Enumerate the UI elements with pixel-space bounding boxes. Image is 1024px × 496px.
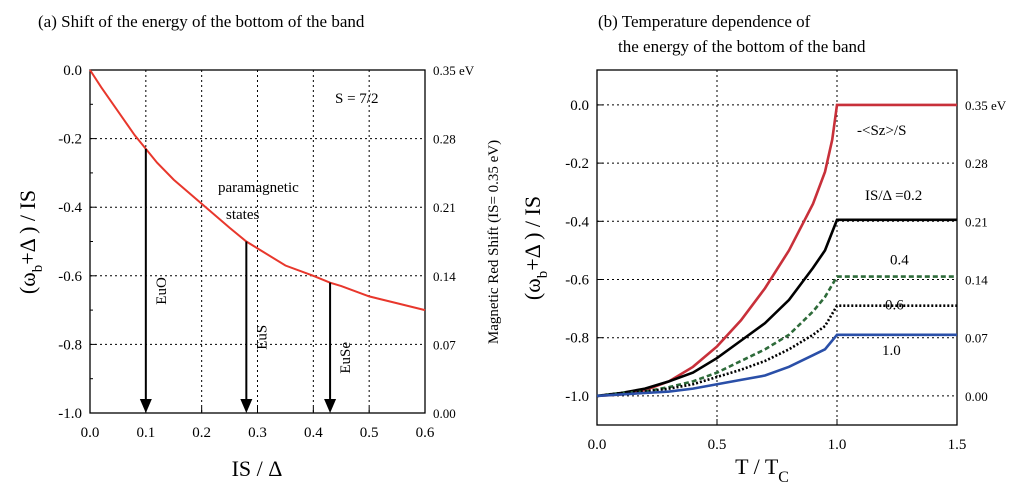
panel-b-series-label: IS/Δ =0.2 <box>865 188 922 204</box>
panel-a-ticks: 0.0 0.1 0.2 0.3 0.4 0.5 0.6 0.0 0.35 eV -0.2 0.28 -… <box>58 63 475 441</box>
panel-b-series-label: 0.6 <box>885 298 904 314</box>
panel-b-right-tick-label: 0.07 <box>965 331 988 346</box>
panel-b-y-tick-label: -0.4 <box>565 214 589 230</box>
panel-b-series <box>596 103 957 398</box>
panel-b-y-tick-label: -0.6 <box>565 273 589 289</box>
panel-a-states-annotation: states <box>226 207 259 223</box>
panel-b-y-tick-label: -0.8 <box>565 331 589 347</box>
panel-b-x-tick-label: 0.5 <box>708 437 727 453</box>
panel-b-series-line <box>596 304 957 398</box>
panel-b-y-tick-label: -1.0 <box>565 389 589 405</box>
panel-b-series-label: 1.0 <box>882 343 901 359</box>
panel-b-x-tick-label: 1.0 <box>828 437 847 453</box>
panel-a-paramagnetic-annotation: paramagnetic <box>218 180 299 196</box>
panel-a-y-tick-label: -0.6 <box>58 269 82 285</box>
panel-a-x-tick-label: 0.6 <box>416 425 435 441</box>
panel-a-right-tick-label: 0.00 <box>433 406 456 421</box>
panel-b-right-tick-label: 0.00 <box>965 389 988 404</box>
panel-a-arrow-label: EuS <box>254 325 270 350</box>
panel-a-right-tick-label: 0.28 <box>433 132 456 147</box>
panel-b-x-axis-label: T / TC <box>735 454 789 486</box>
panel-a-right-tick-label: 0.35 eV <box>433 63 475 78</box>
panel-b-series-label: 0.4 <box>890 253 909 269</box>
panel-b-series-line <box>596 275 957 398</box>
panel-b-right-tick-label: 0.35 eV <box>965 98 1007 113</box>
panel-b-y-axis-label: (ωb+Δ ) / IS <box>520 196 551 300</box>
panel-a-y-axis-label: (ωb+Δ ) / IS <box>15 190 46 294</box>
panel-b-series-labels: -<Sz>/S IS/Δ =0.2 0.4 0.6 1.0 <box>857 123 922 359</box>
panel-a-title: (a) Shift of the energy of the bottom of… <box>38 12 365 31</box>
panel-a-y-tick-label: 0.0 <box>63 63 82 79</box>
panel-a-arrows: EuO EuS EuSe <box>139 148 354 413</box>
panel-a-right-axis-label: Magnetic Red Shift (IS= 0.35 eV) <box>486 140 502 344</box>
panel-b-right-tick-label: 0.14 <box>965 273 988 288</box>
panel-a-series-line <box>89 69 426 312</box>
panel-a-x-tick-label: 0.3 <box>248 425 267 441</box>
panel-a-grid <box>90 70 425 413</box>
panel-a-y-tick-label: -0.2 <box>58 132 82 148</box>
panel-a: (a) Shift of the energy of the bottom of… <box>15 12 502 481</box>
panel-b-ticks: 0.0 0.5 1.0 1.5 0.0 0.35 eV -0.2 0.28 -0.4 0.21 -0… <box>565 98 1007 453</box>
panel-a-x-axis-label: IS / Δ <box>232 456 283 481</box>
panel-a-arrow-head <box>139 399 152 413</box>
panel-b-title-line2: the energy of the bottom of the band <box>618 37 866 56</box>
panel-a-arrow-label: EuO <box>154 277 170 305</box>
panel-b-y-tick-label: 0.0 <box>570 98 589 114</box>
panel-a-x-tick-label: 0.2 <box>192 425 211 441</box>
panel-a-arrow-head <box>324 399 337 413</box>
panel-a-y-tick-label: -1.0 <box>58 406 82 422</box>
panel-a-x-tick-label: 0.4 <box>304 425 323 441</box>
panel-a-series <box>89 69 426 312</box>
panel-a-x-tick-label: 0.1 <box>136 425 155 441</box>
panel-b-right-tick-label: 0.21 <box>965 214 988 229</box>
panel-b-series-line <box>596 103 957 398</box>
panel-b-plot-frame <box>596 69 958 426</box>
panel-b-right-tick-label: 0.28 <box>965 156 988 171</box>
panel-b-series-label: -<Sz>/S <box>857 123 906 139</box>
panel-b-series-line <box>596 218 957 398</box>
panel-b-title-line1: (b) Temperature dependence of <box>598 12 811 31</box>
panel-a-right-tick-label: 0.14 <box>433 269 456 284</box>
panel-a-arrow-label: EuSe <box>338 342 354 374</box>
panel-b-x-tick-label: 1.5 <box>948 437 967 453</box>
panel-b-x-tick-label: 0.0 <box>588 437 607 453</box>
panel-b-y-tick-label: -0.2 <box>565 156 589 172</box>
panel-a-spin-annotation: S = 7/2 <box>335 91 378 107</box>
panel-a-right-tick-label: 0.07 <box>433 337 456 352</box>
panel-b: (b) Temperature dependence of the energy… <box>520 12 1007 486</box>
panel-a-arrow-head <box>240 399 253 413</box>
panel-a-x-tick-label: 0.0 <box>81 425 100 441</box>
panel-a-y-tick-label: -0.8 <box>58 337 82 353</box>
panel-b-series-line <box>596 333 957 398</box>
panel-a-right-tick-label: 0.21 <box>433 200 456 215</box>
panel-a-x-tick-label: 0.5 <box>360 425 379 441</box>
panel-a-y-tick-label: -0.4 <box>58 200 82 216</box>
